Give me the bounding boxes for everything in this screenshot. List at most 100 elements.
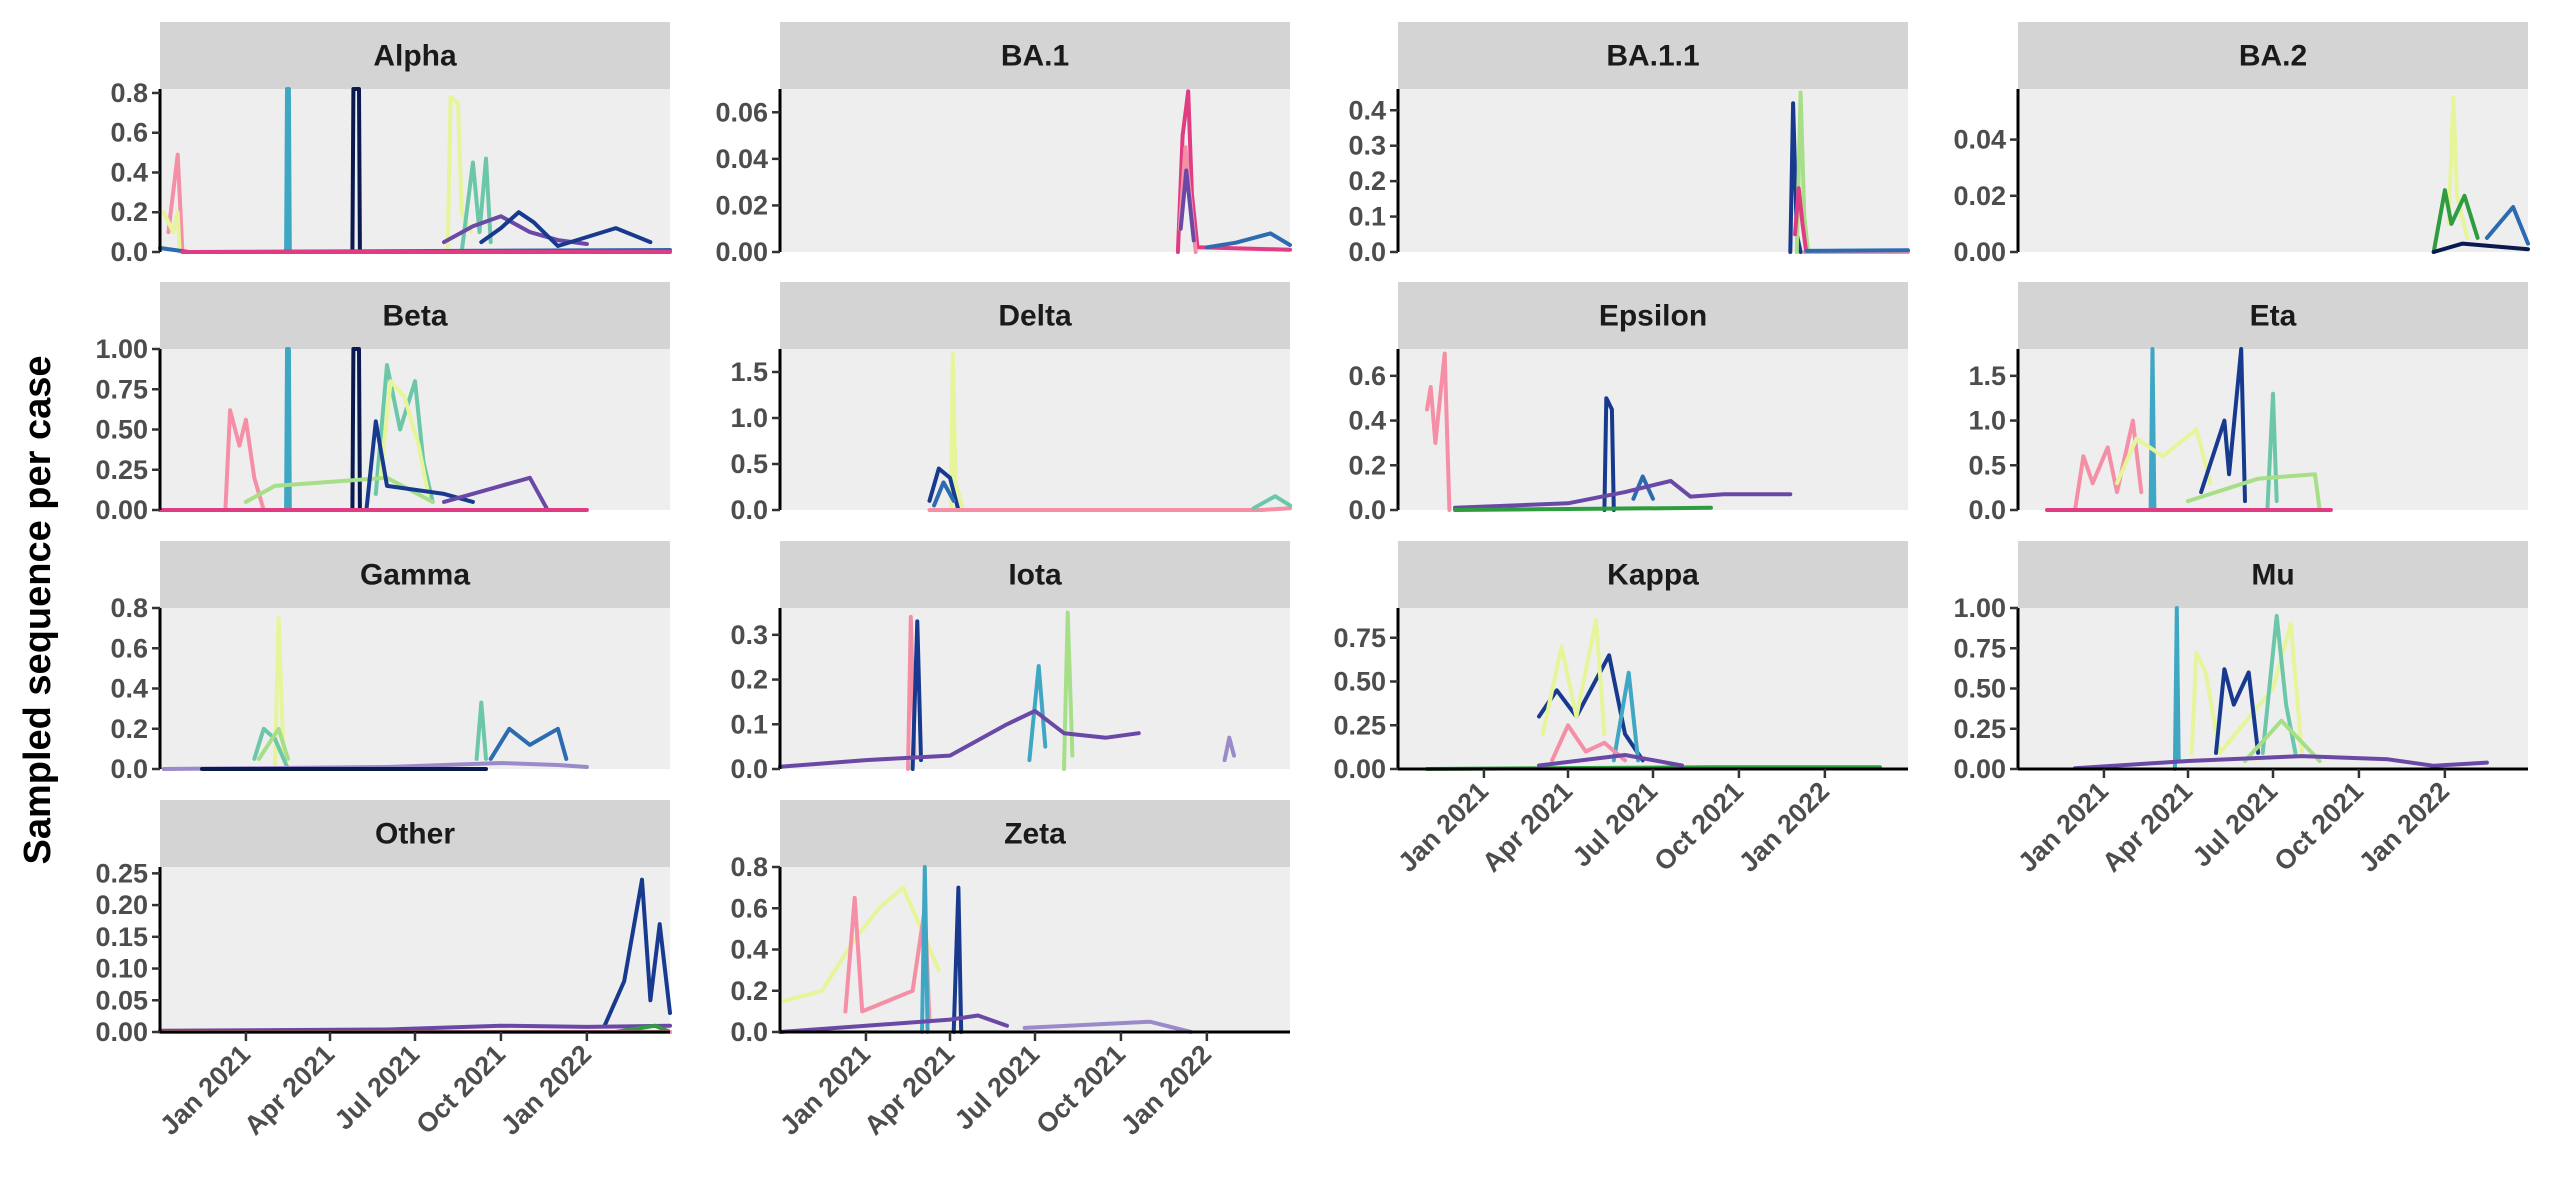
series-line (602, 877, 672, 1028)
y-tick-label: 1.00 (95, 334, 148, 364)
series-line (161, 210, 182, 254)
y-tick-label: 0.2 (730, 976, 768, 1006)
y-tick-label: 1.0 (1968, 406, 2006, 436)
y-tick-label: 0.00 (1333, 754, 1386, 784)
y-tick-label: 0.4 (1348, 406, 1386, 436)
strip-title: Zeta (1004, 818, 1066, 851)
y-tick-label: 0.4 (730, 935, 768, 965)
series-line (1611, 670, 1641, 763)
y-tick-label: 0.2 (1348, 450, 1386, 480)
y-tick-label: 0.0 (730, 754, 768, 784)
y-tick-label: 0.05 (95, 985, 148, 1015)
x-tick-label: Jan 2021 (1392, 776, 1494, 878)
y-tick-label: 0.04 (715, 144, 768, 174)
strip-title: BA.1 (1001, 40, 1069, 73)
series-line (951, 885, 964, 1034)
series-line (1537, 653, 1645, 763)
strip-background (2018, 282, 2528, 349)
facet-panel: BA.2 0.00 0.02 0.04 (1953, 22, 2530, 267)
y-tick-label: 0.25 (1953, 714, 2006, 744)
strip-title: Delta (998, 300, 1072, 333)
series-line (1540, 618, 1607, 736)
series-line (2431, 241, 2530, 254)
series-line (350, 87, 362, 254)
strip-title: Mu (2251, 559, 2294, 592)
y-tick-label: 0.6 (110, 633, 148, 663)
y-tick-label: 0.50 (1333, 667, 1386, 697)
x-tick-label: Apr 2021 (858, 1039, 960, 1141)
facet-panel: Iota 0.0 0.1 0.2 0.3 (730, 541, 1290, 784)
y-tick-label: 0.0 (1348, 495, 1386, 525)
strip-title: BA.2 (2239, 40, 2307, 73)
series-line (2214, 667, 2261, 755)
series-line (488, 726, 569, 761)
y-tick-label: 0.02 (1953, 181, 2006, 211)
y-tick-label: 0.00 (1953, 754, 2006, 784)
y-axis-title: Sampled sequence per case (17, 355, 59, 864)
x-tick-label: Oct 2021 (1648, 776, 1749, 877)
strip-title: Kappa (1607, 559, 1699, 592)
y-tick-label: 0.8 (110, 78, 148, 108)
series-line (613, 1023, 672, 1034)
series-line (1793, 186, 1809, 254)
panel-background (160, 608, 670, 769)
y-tick-label: 1.00 (1953, 593, 2006, 623)
y-tick-label: 0.1 (730, 709, 768, 739)
series-line (2172, 606, 2181, 771)
series-line (2148, 347, 2157, 512)
x-tick-label: Apr 2021 (2096, 776, 2198, 878)
strip-background (780, 22, 1290, 89)
x-tick-label: Jan 2022 (2353, 776, 2455, 878)
y-tick-label: 0.04 (1953, 125, 2006, 155)
y-tick-label: 0.5 (730, 449, 768, 479)
y-tick-label: 0.15 (95, 922, 148, 952)
strip-background (160, 22, 670, 89)
y-tick-label: 0.0 (1968, 495, 2006, 525)
x-tick-label: Jul 2021 (1567, 776, 1664, 873)
series-line (1062, 610, 1075, 771)
x-tick-label: Jul 2021 (329, 1039, 426, 1136)
facet-panel: BA.1 0.00 0.02 0.04 0.06 (715, 22, 1292, 267)
strip-background (1398, 541, 1908, 608)
strip-title: Iota (1008, 559, 1062, 592)
y-tick-label: 0.75 (1333, 623, 1386, 653)
series-line (932, 480, 956, 508)
y-tick-label: 0.4 (110, 674, 148, 704)
series-line (442, 214, 589, 246)
panel-background (1398, 89, 1908, 252)
y-tick-label: 0.10 (95, 954, 148, 984)
x-tick-label: Oct 2021 (1030, 1039, 1131, 1140)
strip-background (160, 282, 670, 349)
y-tick-label: 0.0 (730, 495, 768, 525)
series-line (459, 156, 493, 254)
y-tick-label: 1.5 (1968, 361, 2006, 391)
y-tick-label: 0.75 (1953, 633, 2006, 663)
y-tick-label: 0.25 (95, 858, 148, 888)
y-tick-label: 0.50 (1953, 674, 2006, 704)
series-line (1453, 505, 1713, 512)
panel-background (780, 867, 1290, 1032)
y-tick-label: 0.2 (730, 665, 768, 695)
panel-background (780, 89, 1290, 252)
facet-panel: Other 0.000.050.100.150.200.25 Jan 2021Apr… (95, 800, 672, 1141)
y-tick-label: 0.00 (95, 495, 148, 525)
x-tick-label: Apr 2021 (238, 1039, 340, 1141)
series-line (2189, 622, 2304, 755)
series-line (927, 466, 961, 512)
y-tick-label: 0.4 (1348, 95, 1386, 125)
series-line (1251, 494, 1292, 511)
y-tick-label: 0.00 (715, 237, 768, 267)
y-tick-label: 0.2 (110, 197, 148, 227)
panel-background (780, 349, 1290, 510)
series-line (1027, 664, 1048, 763)
y-tick-label: 0.0 (1348, 237, 1386, 267)
facet-panel: Gamma 0.0 0.2 0.4 0.6 0.8 (110, 541, 670, 784)
strip-background (2018, 22, 2528, 89)
strip-background (780, 282, 1290, 349)
y-tick-label: 0.0 (110, 237, 148, 267)
series-line (1550, 723, 1627, 763)
y-tick-label: 0.1 (1348, 202, 1386, 232)
strip-background (780, 800, 1290, 867)
series-line (158, 1023, 672, 1033)
